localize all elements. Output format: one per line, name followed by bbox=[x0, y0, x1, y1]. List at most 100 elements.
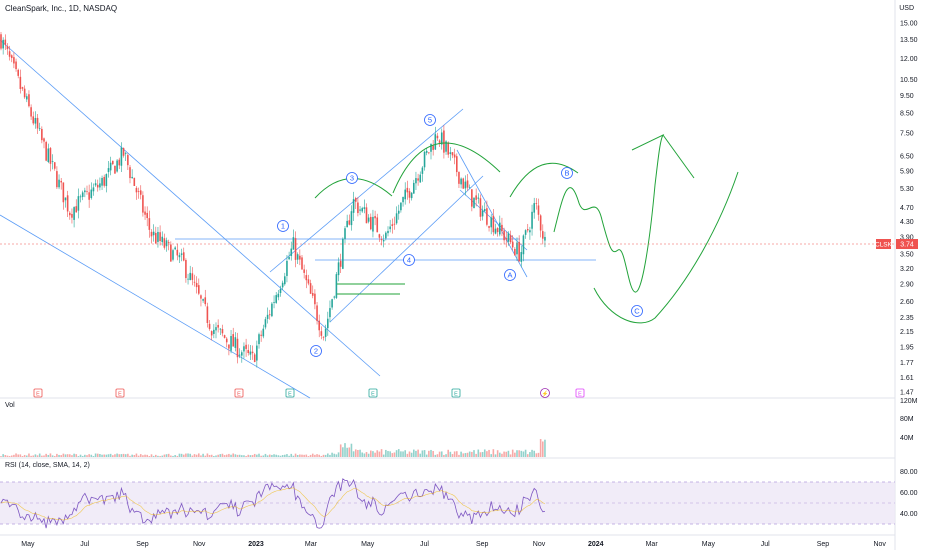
volume-bar bbox=[34, 454, 37, 457]
volume-bar bbox=[419, 453, 422, 457]
projected-path-wave-c[interactable] bbox=[553, 133, 665, 293]
candle-body bbox=[473, 197, 475, 209]
currency-label: USD bbox=[899, 5, 914, 12]
wave3-5-channel-top[interactable] bbox=[269, 108, 464, 273]
candle-body bbox=[440, 132, 443, 145]
earnings-marker[interactable] bbox=[368, 388, 378, 398]
volume-bar bbox=[503, 451, 505, 457]
volume-bar bbox=[236, 454, 239, 457]
volume-bar bbox=[189, 453, 191, 457]
time-tick-label: Mar bbox=[305, 541, 318, 548]
candle-body bbox=[413, 182, 415, 194]
candle-body bbox=[32, 116, 35, 124]
volume-bar bbox=[73, 453, 75, 457]
price-tick-label: 4.30 bbox=[900, 219, 914, 226]
price-tick-label: 9.50 bbox=[900, 93, 914, 100]
volume-bar bbox=[271, 454, 273, 457]
candle-body bbox=[389, 226, 391, 230]
volume-bar bbox=[518, 450, 520, 457]
candle-body bbox=[79, 196, 82, 198]
candle-body bbox=[451, 152, 454, 156]
rsi-sma-line bbox=[0, 487, 546, 521]
candle-body bbox=[51, 161, 54, 162]
projection-paths[interactable] bbox=[314, 133, 739, 324]
volume-bar bbox=[408, 451, 411, 457]
volume-bar bbox=[357, 450, 359, 457]
volume-bar bbox=[38, 453, 41, 457]
candle-body bbox=[49, 148, 52, 164]
upper-channel-line[interactable] bbox=[0, 39, 381, 377]
volume-bar bbox=[103, 454, 105, 457]
earnings-marker[interactable] bbox=[285, 388, 295, 398]
volume-bar bbox=[268, 454, 271, 457]
candle-body bbox=[189, 272, 191, 281]
volume-bar bbox=[415, 450, 417, 457]
candle-body bbox=[378, 234, 381, 238]
candle-body bbox=[30, 107, 32, 117]
wave-label-circle bbox=[631, 305, 643, 317]
wave-label-circle bbox=[561, 167, 573, 179]
candle-body bbox=[316, 305, 318, 321]
candle-body bbox=[2, 39, 4, 49]
volume-bar bbox=[260, 455, 262, 457]
volume-bar bbox=[307, 456, 310, 457]
price-tick-label: 2.90 bbox=[900, 282, 914, 289]
arc-waveB[interactable] bbox=[509, 162, 579, 198]
earnings-marker[interactable] bbox=[575, 388, 585, 398]
dividend-marker[interactable] bbox=[540, 388, 550, 398]
candle-body bbox=[8, 51, 11, 57]
volume-bar bbox=[131, 454, 133, 457]
candle-body bbox=[402, 196, 404, 203]
ticker-tag bbox=[876, 239, 891, 249]
correction-channel-top[interactable] bbox=[456, 149, 528, 278]
candle-body bbox=[90, 189, 93, 199]
candle-body bbox=[204, 297, 207, 305]
volume-bar bbox=[223, 455, 226, 457]
candle-body bbox=[387, 230, 389, 234]
volume-bar bbox=[62, 453, 65, 457]
wave3-5-channel-bottom[interactable] bbox=[329, 175, 484, 323]
candle-body bbox=[284, 276, 286, 285]
earnings-marker[interactable] bbox=[451, 388, 461, 398]
volume-bar bbox=[520, 450, 523, 457]
candle-body bbox=[47, 148, 50, 163]
candle-body bbox=[163, 238, 166, 248]
candle-body bbox=[303, 269, 305, 273]
volume-bar bbox=[301, 454, 303, 457]
volume-bar bbox=[56, 453, 58, 457]
candle-body bbox=[277, 293, 280, 298]
volume-bar bbox=[64, 454, 67, 457]
projected-reversal-line[interactable] bbox=[662, 134, 695, 179]
time-tick-label: May bbox=[702, 541, 716, 548]
candle-body bbox=[251, 351, 254, 354]
earnings-marker[interactable] bbox=[115, 388, 125, 398]
projected-recovery-arc[interactable] bbox=[593, 171, 739, 324]
volume-bar bbox=[69, 454, 71, 457]
candle-body bbox=[447, 142, 449, 155]
rsi-tick-label: 60.00 bbox=[900, 490, 918, 497]
candle-body bbox=[320, 331, 323, 336]
volume-bar bbox=[286, 454, 288, 457]
volume-bar bbox=[305, 454, 308, 457]
candle-body bbox=[464, 181, 467, 189]
time-tick-label: May bbox=[21, 541, 35, 548]
green-levels[interactable] bbox=[337, 283, 405, 295]
candle-body bbox=[410, 192, 413, 199]
volume-bar bbox=[135, 453, 138, 457]
earnings-marker[interactable] bbox=[234, 388, 244, 398]
candle-body bbox=[322, 336, 325, 338]
volume-bar bbox=[522, 451, 525, 457]
candle-body bbox=[434, 134, 437, 150]
candle-body bbox=[288, 257, 290, 260]
earnings-marker[interactable] bbox=[33, 388, 43, 398]
candle-body bbox=[471, 189, 473, 207]
candle-body bbox=[374, 216, 376, 219]
candle-body bbox=[509, 235, 512, 243]
volume-bar bbox=[471, 451, 473, 457]
volume-bar bbox=[247, 454, 250, 457]
trendlines[interactable] bbox=[0, 39, 596, 399]
time-tick-label: Jul bbox=[761, 541, 770, 548]
lower-channel-line[interactable] bbox=[0, 214, 311, 399]
arc-wave5[interactable] bbox=[392, 142, 501, 194]
